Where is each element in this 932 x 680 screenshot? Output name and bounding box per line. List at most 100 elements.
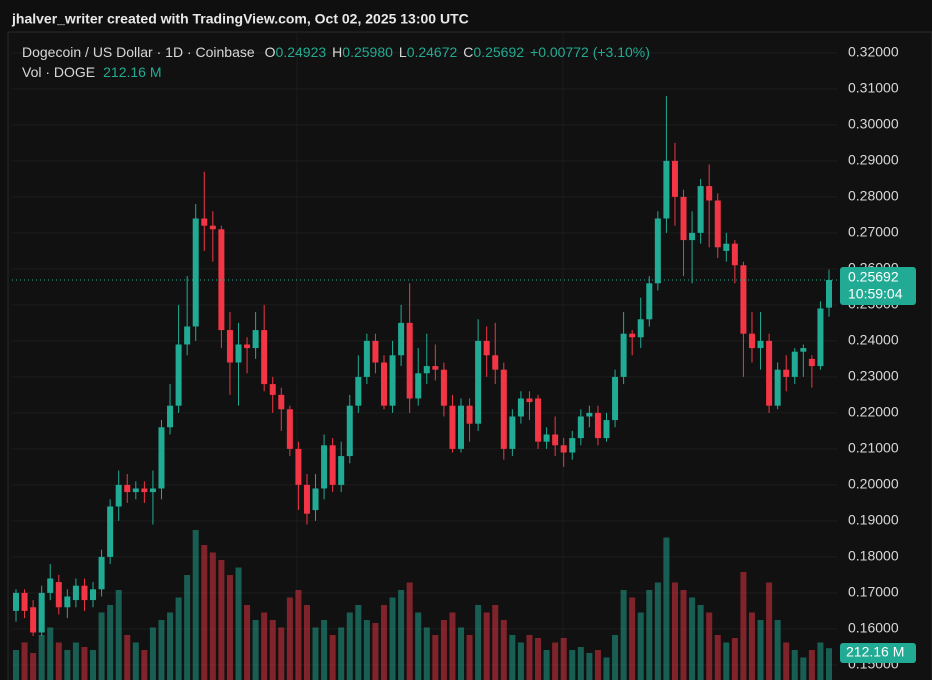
volume-bar xyxy=(458,627,465,680)
candle-body xyxy=(577,416,584,439)
candle-body xyxy=(654,218,661,284)
candle-body xyxy=(389,355,396,406)
candle-body xyxy=(475,340,482,424)
legend-volume-row: Vol · DOGE 212.16 M xyxy=(22,64,162,80)
volume-bar xyxy=(826,648,832,680)
y-tick-label: 0.20000 xyxy=(848,476,899,492)
volume-bar xyxy=(603,657,610,680)
candle-body xyxy=(13,592,19,611)
last-price-badge xyxy=(840,266,916,305)
candle-body xyxy=(740,265,747,334)
volume-bar xyxy=(586,653,593,680)
legend-title-row: Dogecoin / US Dollar · 1D · Coinbase O0.2… xyxy=(22,44,650,60)
candle-body xyxy=(637,319,644,338)
candle-body xyxy=(38,592,45,633)
candles xyxy=(12,96,840,637)
volume-bar xyxy=(312,627,319,680)
y-tick-label: 0.31000 xyxy=(848,80,899,96)
volume-bar xyxy=(90,650,97,680)
candle-body xyxy=(466,405,473,424)
volume-bar xyxy=(646,590,653,680)
candle-body xyxy=(201,218,208,226)
volume-badge-label: 212.16 M xyxy=(846,644,904,660)
volume-bar xyxy=(492,605,499,680)
candle-body xyxy=(432,366,439,370)
volume-bar xyxy=(192,530,199,680)
candle-body xyxy=(115,484,122,507)
candle-body xyxy=(723,243,730,251)
volume-bar xyxy=(680,590,687,680)
candle-body xyxy=(449,405,456,449)
volume-bar xyxy=(432,635,439,680)
volume-bar xyxy=(278,627,285,680)
ohlc-value: 0.25692 xyxy=(473,44,524,60)
volume-bar xyxy=(740,572,747,680)
ohlc-key: C xyxy=(463,44,473,60)
candle-body xyxy=(355,376,362,406)
volume-bar xyxy=(526,635,533,680)
candle-body xyxy=(714,200,721,248)
volume-bar xyxy=(226,575,233,680)
candle-body xyxy=(303,484,310,514)
ohlc-value: 0.24672 xyxy=(407,44,458,60)
candle-body xyxy=(90,589,97,601)
y-tick-label: 0.19000 xyxy=(848,512,899,528)
candle-body xyxy=(363,340,370,377)
candle-body xyxy=(517,398,524,417)
volume-bar xyxy=(98,612,105,680)
volume-bars xyxy=(13,530,832,680)
candle-body xyxy=(697,186,704,233)
candle-body xyxy=(269,384,276,395)
candle-body xyxy=(492,355,499,370)
candle-body xyxy=(286,409,293,449)
volume-bar xyxy=(167,612,174,680)
candle-body xyxy=(680,196,687,241)
volume-bar xyxy=(184,575,191,680)
candle-body xyxy=(646,283,653,320)
candle-body xyxy=(141,488,148,493)
credit: jhalver_writer created with TradingView.… xyxy=(11,11,469,27)
volume-badge xyxy=(840,643,916,663)
candle-body xyxy=(586,412,593,417)
y-tick-label: 0.23000 xyxy=(848,368,899,384)
candle-body xyxy=(706,186,713,201)
volume-bar xyxy=(500,620,507,680)
volume-bar xyxy=(175,597,182,680)
volume-bar xyxy=(389,597,396,680)
candle-body xyxy=(440,369,447,406)
volume-bar xyxy=(286,597,293,680)
candle-body xyxy=(244,344,251,349)
candle-body xyxy=(321,445,328,489)
volume-bar xyxy=(355,605,362,680)
candle-body xyxy=(64,596,71,608)
volume-bar xyxy=(637,612,644,680)
volume-bar xyxy=(552,642,559,680)
volume-bar xyxy=(380,605,387,680)
candle-body xyxy=(30,607,37,633)
candle-body xyxy=(158,427,165,489)
candle-body xyxy=(423,366,430,374)
candle-body xyxy=(671,160,678,197)
volume-bar xyxy=(201,545,208,680)
y-tick-label: 0.16000 xyxy=(848,620,899,636)
volume-bar xyxy=(766,582,773,680)
candle-body xyxy=(612,376,619,421)
candle-body xyxy=(98,556,105,590)
candle-body xyxy=(372,340,379,363)
volume-bar xyxy=(372,623,379,680)
candle-body xyxy=(167,405,174,428)
volume-bar xyxy=(535,638,542,680)
candle-body xyxy=(552,434,559,446)
volume-bar xyxy=(132,642,139,680)
candle-body xyxy=(620,333,627,377)
change: +0.00772 (+3.10%) xyxy=(530,44,650,60)
last-price-label: 0.25692 xyxy=(848,269,899,285)
volume-bar xyxy=(252,620,259,680)
candle-body xyxy=(261,330,268,385)
volume-bar xyxy=(269,620,276,680)
volume-bar xyxy=(723,642,730,680)
y-tick-label: 0.30000 xyxy=(848,116,899,132)
volume-bar xyxy=(363,620,370,680)
candle-body xyxy=(415,373,422,399)
y-tick-label: 0.22000 xyxy=(848,404,899,420)
